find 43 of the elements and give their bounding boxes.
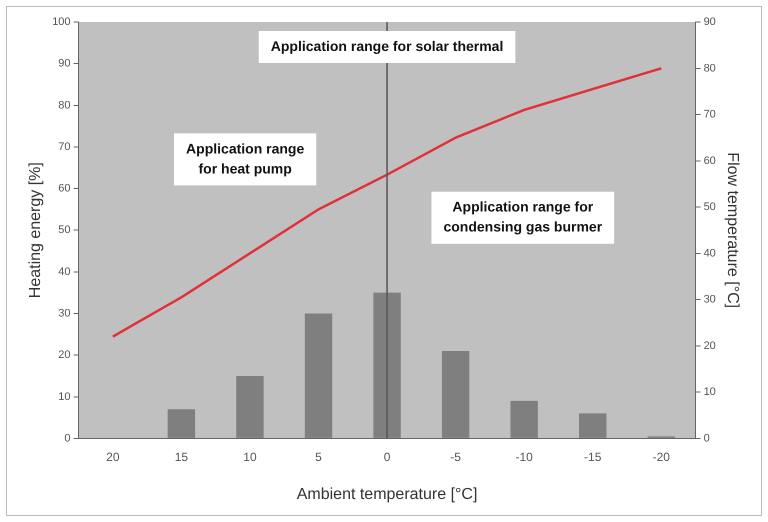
y2-tick-label: 10: [704, 386, 716, 398]
bar: [168, 409, 196, 438]
y-tick-label: 0: [64, 432, 71, 444]
y-tick-label: 30: [58, 308, 71, 320]
y2-tick-label: 20: [704, 340, 716, 352]
y2-tick-label: 40: [704, 247, 716, 260]
y-tick-label: 50: [58, 224, 71, 236]
y-tick-label: 100: [52, 16, 71, 28]
y-tick-label: 20: [58, 349, 71, 362]
bar: [579, 413, 606, 438]
y-tick-label: 80: [58, 99, 71, 112]
y2-tick-label: 80: [704, 62, 716, 74]
y-tick-label: 70: [58, 140, 71, 153]
y2-tick-label: 70: [704, 108, 716, 121]
annotation: Application range for condensing gas burmer: [443, 198, 603, 235]
y-tick-label: 60: [58, 182, 71, 195]
annotation: Application range for solar thermal: [270, 38, 504, 54]
x-tick-label: -10: [516, 450, 534, 464]
y-tick-label: 40: [58, 266, 71, 278]
x-tick-label: -20: [652, 450, 670, 464]
bar: [373, 292, 401, 438]
bar: [442, 350, 470, 438]
bar: [236, 376, 264, 438]
annotation: Application range for heat pump: [186, 140, 304, 176]
x-tick-label: 20: [106, 450, 120, 464]
x-axis-title: Ambient temperature [°C]: [296, 486, 478, 503]
bar: [304, 313, 332, 438]
bar: [510, 400, 538, 438]
y2-tick-label: 90: [704, 16, 716, 28]
x-tick-label: -5: [450, 450, 462, 464]
x-tick-label: 10: [243, 450, 257, 464]
y2-tick-label: 30: [704, 294, 716, 306]
x-tick-label: -15: [584, 450, 602, 464]
y-tick-label: 10: [58, 390, 71, 403]
x-tick-label: 0: [384, 450, 391, 464]
y-tick-label: 90: [58, 58, 71, 70]
y2-tick-label: 50: [704, 201, 716, 214]
y2-axis-title: Flow temperature [°C]: [724, 152, 741, 308]
x-tick-label: 15: [174, 450, 188, 464]
x-tick-label: 5: [315, 450, 322, 464]
y2-tick-label: 60: [704, 154, 716, 167]
y2-tick-label: 0: [704, 432, 710, 444]
y-axis-title: Heating energy [%]: [27, 162, 44, 298]
